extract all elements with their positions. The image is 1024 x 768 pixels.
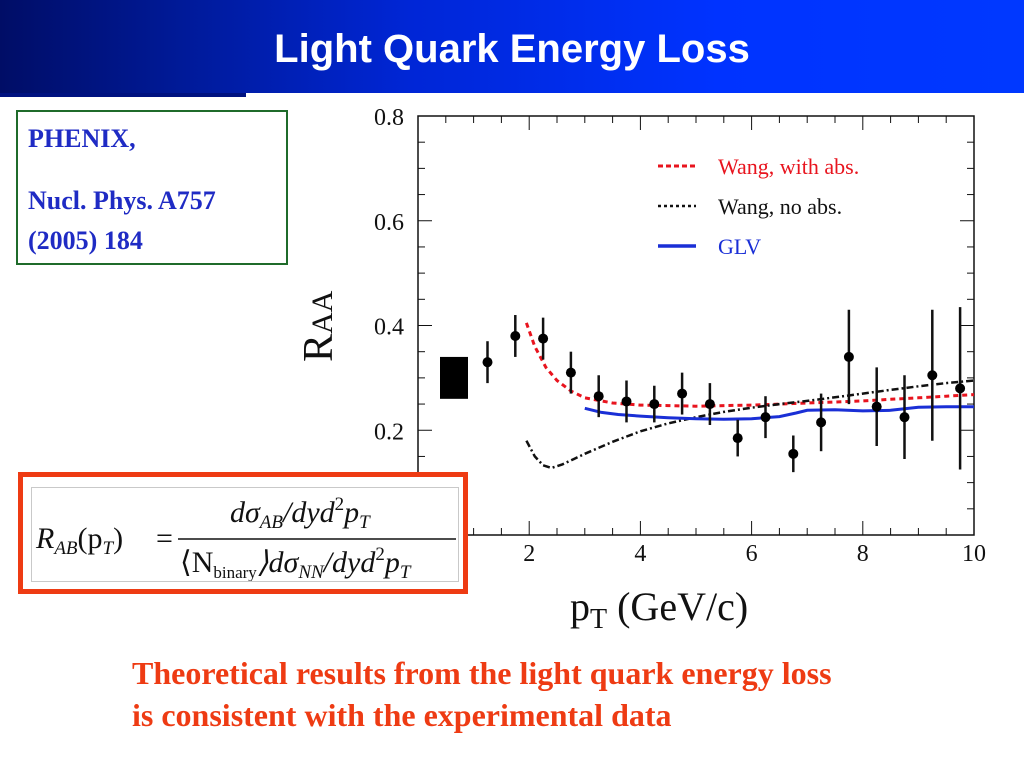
- data-point: [565, 367, 576, 378]
- banner-underline: [0, 93, 246, 97]
- x-tick-label: 8: [857, 541, 869, 567]
- x-axis-label: pT (GeV/c): [570, 584, 748, 635]
- title-banner: [0, 0, 1024, 93]
- formula-numerator: dσAB/dyd2pT: [230, 494, 371, 533]
- conclusion-text: Theoretical results from the light quark…: [132, 652, 832, 736]
- data-point: [871, 401, 882, 412]
- x-tick-label: 10: [962, 541, 986, 567]
- formula-denominator: ⟨Nbinary⟩dσNN/dyd2pT: [180, 544, 412, 581]
- y-tick-label: 0.6: [374, 210, 404, 236]
- x-tick-label: 6: [746, 541, 758, 567]
- series-line-2: [584, 405, 974, 421]
- legend-label: Wang, no abs.: [718, 194, 842, 219]
- formula-equals: =: [156, 522, 173, 555]
- reference-collaboration: PHENIX,: [28, 124, 136, 153]
- data-point: [732, 433, 743, 444]
- legend-label: Wang, with abs.: [718, 154, 859, 179]
- data-point: [538, 333, 549, 344]
- plot-frame: [417, 115, 975, 536]
- data-point: [899, 412, 910, 423]
- reference-year-page: (2005) 184: [28, 226, 143, 255]
- data-point: [677, 388, 688, 399]
- data-point: [955, 383, 966, 394]
- reference-journal: Nucl. Phys. A757: [28, 186, 216, 215]
- conclusion-line-1: Theoretical results from the light quark…: [132, 655, 832, 691]
- y-tick-label: 0.8: [374, 105, 404, 131]
- data-point: [593, 391, 604, 402]
- data-point: [649, 399, 660, 410]
- y-tick-label: 0.4: [374, 315, 404, 341]
- y-tick-label: 0.2: [374, 419, 404, 445]
- x-tick-label: 2: [523, 541, 535, 567]
- data-point: [510, 330, 521, 341]
- formula-box: RAB(pT) = dσAB/dyd2pT ⟨Nbinary⟩dσNN/dyd2…: [18, 472, 468, 594]
- raa-formula: RAB(pT) = dσAB/dyd2pT ⟨Nbinary⟩dσNN/dyd2…: [35, 494, 456, 583]
- systematic-error-box: [440, 356, 468, 399]
- formula-frame: RAB(pT) = dσAB/dyd2pT ⟨Nbinary⟩dσNN/dyd2…: [31, 487, 459, 583]
- data-point: [816, 417, 827, 428]
- x-tick-label: 4: [634, 541, 646, 567]
- data-point: [621, 396, 632, 407]
- series-line-0: [524, 322, 975, 408]
- data-point: [760, 412, 771, 423]
- conclusion-line-2: is consistent with the experimental data: [132, 697, 672, 733]
- data-point: [927, 370, 938, 381]
- data-point: [704, 399, 715, 410]
- series-line-1: [525, 379, 975, 470]
- slide-title: Light Quark Energy Loss: [274, 27, 750, 71]
- data-point: [788, 448, 799, 459]
- legend-label: GLV: [718, 234, 761, 259]
- data-point: [482, 357, 493, 368]
- formula-lhs: RAB(pT): [35, 522, 123, 559]
- y-axis-label: RAA: [296, 290, 342, 362]
- reference-box: PHENIX, Nucl. Phys. A757 (2005) 184: [16, 110, 288, 265]
- data-point: [843, 351, 854, 362]
